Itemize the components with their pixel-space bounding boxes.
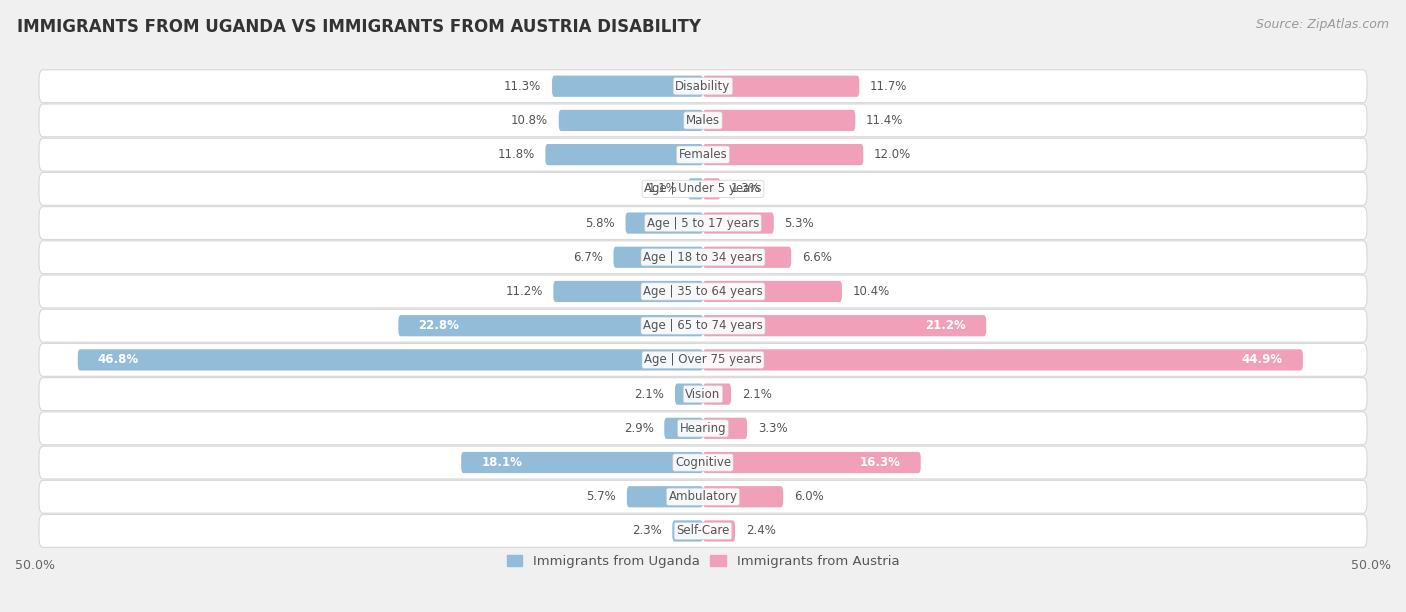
FancyBboxPatch shape	[703, 144, 863, 165]
Text: Age | 65 to 74 years: Age | 65 to 74 years	[643, 319, 763, 332]
Text: Vision: Vision	[685, 387, 721, 401]
Text: 5.7%: 5.7%	[586, 490, 616, 503]
Text: 10.4%: 10.4%	[852, 285, 890, 298]
FancyBboxPatch shape	[398, 315, 703, 336]
Text: 11.3%: 11.3%	[505, 80, 541, 92]
Text: 2.4%: 2.4%	[745, 524, 776, 537]
FancyBboxPatch shape	[77, 349, 703, 370]
FancyBboxPatch shape	[703, 520, 735, 542]
FancyBboxPatch shape	[39, 70, 1367, 103]
Text: Self-Care: Self-Care	[676, 524, 730, 537]
Text: Females: Females	[679, 148, 727, 161]
Text: 11.8%: 11.8%	[498, 148, 534, 161]
Text: 1.1%: 1.1%	[648, 182, 678, 195]
FancyBboxPatch shape	[703, 418, 747, 439]
FancyBboxPatch shape	[627, 486, 703, 507]
Text: 2.9%: 2.9%	[624, 422, 654, 435]
Text: Age | Under 5 years: Age | Under 5 years	[644, 182, 762, 195]
Text: 2.1%: 2.1%	[742, 387, 772, 401]
FancyBboxPatch shape	[39, 480, 1367, 513]
FancyBboxPatch shape	[703, 247, 792, 268]
Text: 1.3%: 1.3%	[731, 182, 761, 195]
FancyBboxPatch shape	[664, 418, 703, 439]
FancyBboxPatch shape	[613, 247, 703, 268]
FancyBboxPatch shape	[461, 452, 703, 473]
FancyBboxPatch shape	[703, 281, 842, 302]
Text: 2.1%: 2.1%	[634, 387, 664, 401]
FancyBboxPatch shape	[39, 241, 1367, 274]
FancyBboxPatch shape	[703, 384, 731, 405]
Text: Source: ZipAtlas.com: Source: ZipAtlas.com	[1256, 18, 1389, 31]
FancyBboxPatch shape	[703, 349, 1303, 370]
Text: Ambulatory: Ambulatory	[668, 490, 738, 503]
Text: Cognitive: Cognitive	[675, 456, 731, 469]
Legend: Immigrants from Uganda, Immigrants from Austria: Immigrants from Uganda, Immigrants from …	[502, 550, 904, 573]
FancyBboxPatch shape	[703, 178, 720, 200]
FancyBboxPatch shape	[703, 76, 859, 97]
FancyBboxPatch shape	[672, 520, 703, 542]
FancyBboxPatch shape	[554, 281, 703, 302]
FancyBboxPatch shape	[703, 110, 855, 131]
Text: 21.2%: 21.2%	[925, 319, 966, 332]
Text: Age | 35 to 64 years: Age | 35 to 64 years	[643, 285, 763, 298]
Text: 11.2%: 11.2%	[505, 285, 543, 298]
Text: 6.7%: 6.7%	[572, 251, 603, 264]
Text: 44.9%: 44.9%	[1241, 353, 1282, 367]
Text: 5.3%: 5.3%	[785, 217, 814, 230]
Text: 16.3%: 16.3%	[860, 456, 901, 469]
FancyBboxPatch shape	[689, 178, 703, 200]
Text: 12.0%: 12.0%	[875, 148, 911, 161]
Text: 6.6%: 6.6%	[801, 251, 832, 264]
FancyBboxPatch shape	[39, 412, 1367, 445]
Text: 3.3%: 3.3%	[758, 422, 787, 435]
Text: 18.1%: 18.1%	[481, 456, 522, 469]
FancyBboxPatch shape	[39, 275, 1367, 308]
FancyBboxPatch shape	[703, 452, 921, 473]
FancyBboxPatch shape	[39, 446, 1367, 479]
FancyBboxPatch shape	[39, 104, 1367, 137]
FancyBboxPatch shape	[39, 138, 1367, 171]
Text: 11.4%: 11.4%	[866, 114, 904, 127]
Text: 2.3%: 2.3%	[631, 524, 662, 537]
Text: Age | 18 to 34 years: Age | 18 to 34 years	[643, 251, 763, 264]
Text: 6.0%: 6.0%	[794, 490, 824, 503]
Text: 11.7%: 11.7%	[870, 80, 907, 92]
Text: 10.8%: 10.8%	[510, 114, 548, 127]
FancyBboxPatch shape	[675, 384, 703, 405]
FancyBboxPatch shape	[39, 173, 1367, 205]
FancyBboxPatch shape	[39, 515, 1367, 547]
Text: Age | 5 to 17 years: Age | 5 to 17 years	[647, 217, 759, 230]
Text: Disability: Disability	[675, 80, 731, 92]
Text: IMMIGRANTS FROM UGANDA VS IMMIGRANTS FROM AUSTRIA DISABILITY: IMMIGRANTS FROM UGANDA VS IMMIGRANTS FRO…	[17, 18, 700, 36]
Text: Males: Males	[686, 114, 720, 127]
FancyBboxPatch shape	[39, 309, 1367, 342]
Text: 5.8%: 5.8%	[585, 217, 614, 230]
Text: Age | Over 75 years: Age | Over 75 years	[644, 353, 762, 367]
Text: 46.8%: 46.8%	[98, 353, 139, 367]
FancyBboxPatch shape	[39, 343, 1367, 376]
FancyBboxPatch shape	[626, 212, 703, 234]
FancyBboxPatch shape	[546, 144, 703, 165]
FancyBboxPatch shape	[703, 486, 783, 507]
Text: Hearing: Hearing	[679, 422, 727, 435]
FancyBboxPatch shape	[703, 212, 773, 234]
FancyBboxPatch shape	[39, 207, 1367, 239]
FancyBboxPatch shape	[553, 76, 703, 97]
FancyBboxPatch shape	[39, 378, 1367, 411]
Text: 22.8%: 22.8%	[419, 319, 460, 332]
FancyBboxPatch shape	[558, 110, 703, 131]
FancyBboxPatch shape	[703, 315, 986, 336]
